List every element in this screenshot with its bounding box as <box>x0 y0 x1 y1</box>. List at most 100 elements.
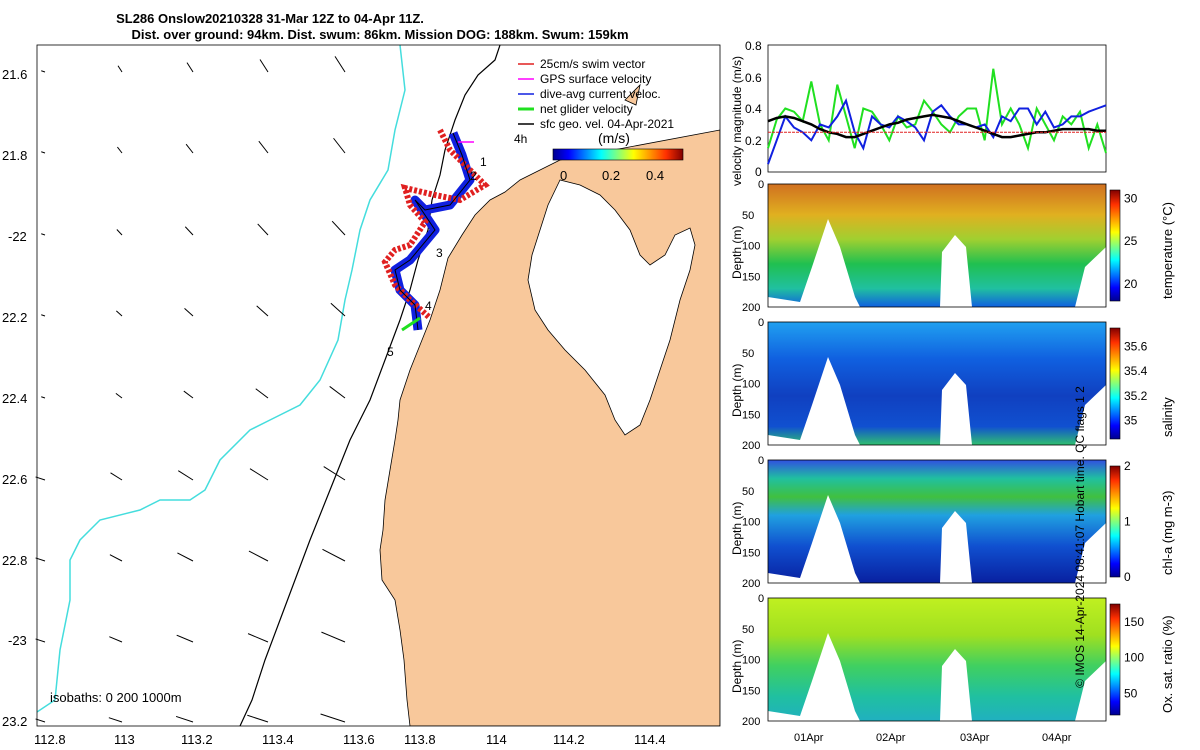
geo-velocity-arrow <box>323 466 346 481</box>
geo-velocity-arrow <box>117 146 123 154</box>
geo-velocity-arrow <box>320 713 346 723</box>
seafloor-mask <box>768 633 1106 721</box>
cbar-tick: 150 <box>1124 615 1144 629</box>
depth-tick: 200 <box>742 302 760 314</box>
depth-ylabel: Depth (m) <box>730 640 744 693</box>
section-frame <box>767 183 1107 308</box>
depth-tick: 100 <box>742 655 760 667</box>
isobath-line <box>239 45 501 726</box>
section-frame <box>767 459 1107 584</box>
geo-velocity-arrow <box>333 137 346 154</box>
y-tick: 22.8 <box>2 553 27 568</box>
geo-velocity-arrow <box>41 396 46 399</box>
legend-swim: 25cm/s swim vector <box>540 57 645 71</box>
cbar-tick: 25 <box>1124 234 1138 248</box>
depth-tick: 50 <box>742 210 754 222</box>
date-tick: 02Apr <box>876 732 906 744</box>
depth-tick: 50 <box>742 348 754 360</box>
x-tick: 113 <box>114 732 135 747</box>
isobaths-note: isobaths: 0 200 1000m <box>50 690 182 705</box>
legend-gps: GPS surface velocity <box>540 72 651 86</box>
depth-ylabel: Depth (m) <box>730 226 744 279</box>
map-colorbar <box>552 148 684 161</box>
y-tick: 22.6 <box>2 472 27 487</box>
y-tick: 22.2 <box>2 310 27 325</box>
cbar-tick: 50 <box>1124 687 1138 701</box>
geo-velocity-arrow <box>177 552 194 562</box>
geo-velocity-arrow <box>334 56 346 73</box>
section-colorbar <box>1109 327 1121 440</box>
geo-velocity-arrow <box>41 151 46 154</box>
y-tick: 21.6 <box>2 67 27 82</box>
depth-tick: 0 <box>758 593 764 605</box>
y-tick: 23.2 <box>2 714 27 729</box>
geo-velocity-arrow <box>255 388 269 399</box>
geo-velocity-arrow <box>248 550 269 562</box>
depth-tick: 50 <box>742 624 754 636</box>
geo-velocity-arrow <box>183 390 194 399</box>
geo-velocity-arrow <box>109 636 123 643</box>
geo-velocity-arrow <box>247 633 269 643</box>
geo-velocity-arrow <box>322 548 346 562</box>
day-marker-4: 4 <box>425 299 432 313</box>
date-tick: 01Apr <box>794 732 824 744</box>
depth-tick: 200 <box>742 716 760 728</box>
cbar-tick-04: 0.4 <box>646 168 664 183</box>
geo-velocity-arrow <box>184 226 194 236</box>
cbar-tick: 35.4 <box>1124 364 1148 378</box>
cbar-label: salinity <box>1160 397 1175 437</box>
day-marker-3: 3 <box>436 246 443 260</box>
seafloor-mask <box>768 357 1106 445</box>
map-y-ticks: 21.6 21.8 -22 22.2 22.4 22.6 22.8 -23 23… <box>2 67 27 729</box>
geo-velocity-arrow <box>331 220 346 236</box>
depth-ylabel: Depth (m) <box>730 502 744 555</box>
cbar-tick: 35.6 <box>1124 340 1148 354</box>
y-tick: -22 <box>8 229 27 244</box>
geo-velocity-arrow <box>257 223 269 236</box>
depth-tick: 200 <box>742 578 760 590</box>
cbar-tick: 35.2 <box>1124 389 1148 403</box>
geo-velocity-arrow <box>329 386 346 399</box>
geo-velocity-arrow <box>116 229 123 236</box>
colorbar-unit: (m/s) <box>598 130 630 146</box>
section-salinity: 0 50 100 150 200 Depth (m) 35.6 35.4 35.2 35 salin… <box>730 317 1175 452</box>
x-tick: 113.6 <box>343 732 375 747</box>
geo-velocity-arrow <box>249 468 269 481</box>
cbar-tick: 20 <box>1124 277 1138 291</box>
geo-velocity-arrow <box>41 70 46 73</box>
velocity-ylabel: velocity magnitude (m/s) <box>730 56 744 186</box>
legend-dive: dive-avg current veloc. <box>540 87 661 101</box>
x-tick: 113.8 <box>404 732 436 747</box>
geo-velocity-arrow <box>117 65 123 73</box>
glider-track-line <box>394 132 471 331</box>
geo-velocity-arrow <box>186 62 194 73</box>
cbar-tick: 1 <box>1124 515 1131 529</box>
depth-ylabel: Depth (m) <box>730 364 744 417</box>
x-tick: 114.4 <box>634 732 666 747</box>
depth-tick: 0 <box>758 317 764 329</box>
swim-vector-band <box>381 128 490 321</box>
velocity-y-ticks: 0.8 0.6 0.4 0.2 0 <box>745 39 762 179</box>
y-tick: 0.8 <box>745 39 762 53</box>
legend-4h: 4h <box>514 132 527 146</box>
credit-text: © IMOS 14-Apr-2024 08:41:07 Hobart time.… <box>1073 386 1087 688</box>
velocity-panel: 0.8 0.6 0.4 0.2 0 velocity magnitude (m/… <box>730 39 1107 186</box>
depth-tick: 100 <box>742 379 760 391</box>
legend-sfc: sfc geo. vel. 04-Apr-2021 <box>540 117 674 131</box>
section-chl-a: 0 50 100 150 200 Depth (m) 2 1 0 chl-a (mg m-3) <box>730 455 1175 590</box>
depth-tick: 0 <box>758 455 764 467</box>
depth-tick: 150 <box>742 685 760 697</box>
seafloor-mask <box>768 495 1106 583</box>
geo-velocity-arrow <box>175 715 194 723</box>
y-tick: 22.4 <box>2 391 27 406</box>
cbar-label: chl-a (mg m-3) <box>1160 490 1175 575</box>
x-tick: 114 <box>486 732 507 747</box>
section-temperature: 0 50 100 150 200 Depth (m) 30 25 20 temperature (… <box>730 179 1175 314</box>
depth-tick: 0 <box>758 179 764 191</box>
day-marker-1: 1 <box>480 155 487 169</box>
section-frame <box>767 321 1107 446</box>
y-tick: 0.2 <box>745 134 762 148</box>
y-tick: 0.4 <box>745 102 762 116</box>
velocity-series-sfc-geo-vel- <box>767 113 1106 139</box>
